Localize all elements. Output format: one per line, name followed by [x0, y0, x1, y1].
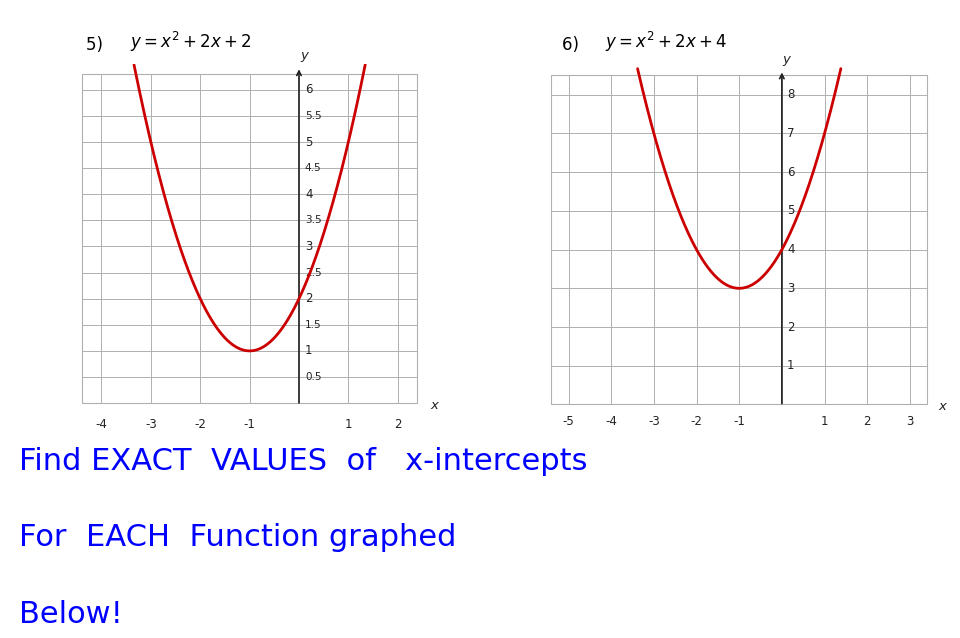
Text: 4: 4 — [305, 188, 312, 201]
Text: 6: 6 — [305, 84, 312, 96]
Text: 3: 3 — [305, 240, 312, 253]
Text: 1.5: 1.5 — [305, 320, 322, 330]
Text: $y$: $y$ — [781, 54, 792, 68]
Text: 8: 8 — [787, 88, 794, 101]
Text: -3: -3 — [648, 415, 660, 428]
Text: -2: -2 — [690, 415, 703, 428]
Text: 5: 5 — [787, 204, 794, 218]
Text: 2.5: 2.5 — [305, 267, 322, 278]
Text: 4: 4 — [787, 243, 795, 256]
Text: 5: 5 — [305, 136, 312, 149]
Text: 0.5: 0.5 — [305, 372, 322, 382]
Text: -3: -3 — [145, 418, 156, 431]
Text: Find EXACT  VALUES  of   x-intercepts: Find EXACT VALUES of x-intercepts — [19, 447, 588, 475]
Text: $y = x^2 + 2x + 4$: $y = x^2 + 2x + 4$ — [605, 30, 727, 54]
Text: For  EACH  Function graphed: For EACH Function graphed — [19, 523, 457, 552]
Text: 4.5: 4.5 — [305, 163, 322, 173]
Text: 2: 2 — [305, 292, 312, 305]
Text: 3.5: 3.5 — [305, 216, 322, 225]
Text: $y$: $y$ — [300, 50, 310, 64]
Text: 5): 5) — [86, 36, 114, 54]
Text: Below!: Below! — [19, 600, 123, 628]
Text: 1: 1 — [305, 345, 312, 357]
Text: 2: 2 — [863, 415, 871, 428]
Text: 2: 2 — [394, 418, 401, 431]
Text: 6): 6) — [562, 36, 589, 54]
Text: 6: 6 — [787, 166, 795, 179]
Text: -4: -4 — [96, 418, 108, 431]
Text: -2: -2 — [194, 418, 206, 431]
Text: 1: 1 — [821, 415, 828, 428]
Text: $x$: $x$ — [430, 399, 440, 412]
Text: 7: 7 — [787, 127, 795, 140]
Text: 1: 1 — [787, 359, 795, 372]
Text: 1: 1 — [345, 418, 352, 431]
Text: 3: 3 — [906, 415, 914, 428]
Text: 2: 2 — [787, 320, 795, 334]
Text: -5: -5 — [563, 415, 574, 428]
Text: -1: -1 — [733, 415, 745, 428]
Text: -4: -4 — [605, 415, 617, 428]
Text: 5.5: 5.5 — [305, 111, 322, 121]
Text: $y = x^2 + 2x + 2$: $y = x^2 + 2x + 2$ — [130, 30, 252, 54]
Text: 3: 3 — [787, 282, 794, 295]
Text: -1: -1 — [244, 418, 255, 431]
Text: $x$: $x$ — [938, 400, 948, 413]
